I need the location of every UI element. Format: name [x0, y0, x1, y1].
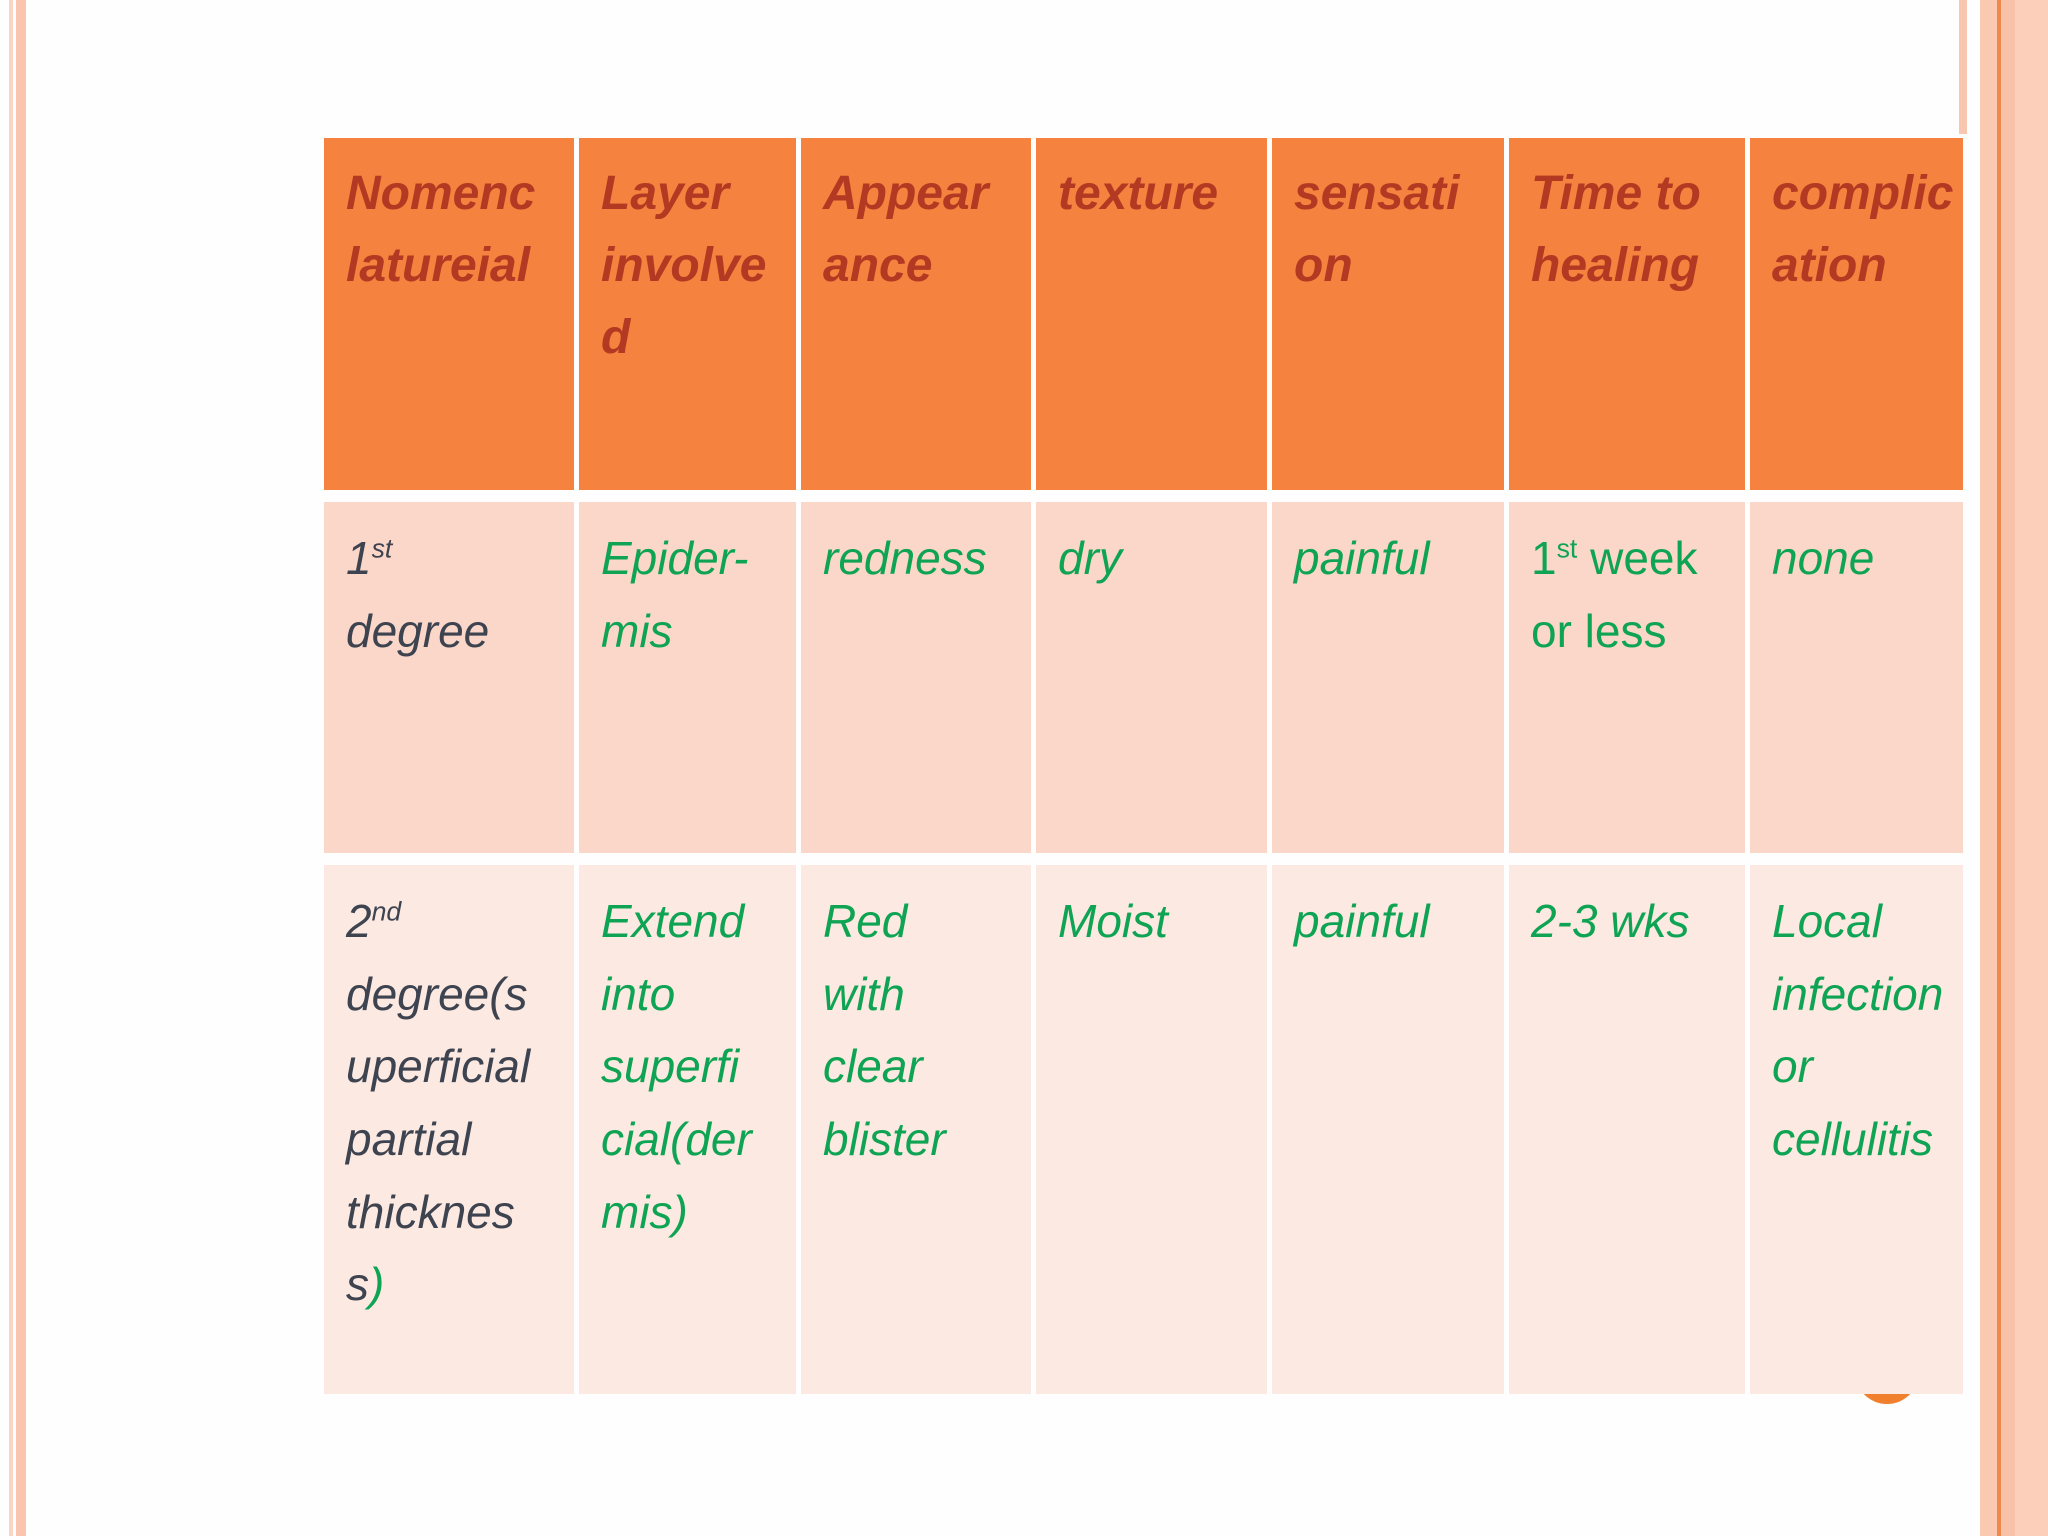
cell-degree1-appearance: redness [801, 502, 1031, 853]
cell-degree2-complication: Local infection or cellulitis [1750, 865, 1963, 1394]
burn-degree-table: Nomenc latureial Layer involve d Appear … [324, 138, 1963, 1394]
cell-degree2-sensation: painful [1272, 865, 1504, 1394]
cell-degree2-layer: Extend into superfi cial(der mis) [579, 865, 796, 1394]
header-cell-time-to-healing: Time to healing [1509, 138, 1745, 490]
cell-degree1-complication: none [1750, 502, 1963, 853]
cell-degree2-nomenclature: 2nd degree(s uperficial partial thicknes… [324, 865, 574, 1394]
cell-degree1-layer: Epider- mis [579, 502, 796, 853]
header-cell-sensation: sensati on [1272, 138, 1504, 490]
top-right-accent-stripe [1959, 0, 1967, 134]
right-border-stripe-middle [2001, 0, 2015, 1536]
header-cell-nomenclature: Nomenc latureial [324, 138, 574, 490]
cell-degree2-texture: Moist [1036, 865, 1267, 1394]
cell-degree1-texture: dry [1036, 502, 1267, 853]
right-border-stripe-inner [1980, 0, 1997, 1536]
cell-degree2-appearance: Red with clear blister [801, 865, 1031, 1394]
header-cell-layer-involved: Layer involve d [579, 138, 796, 490]
header-cell-texture: texture [1036, 138, 1267, 490]
left-border-thin-stripe [9, 0, 13, 1536]
header-cell-complication: complic ation [1750, 138, 1963, 490]
right-border-accent-line [1997, 0, 2001, 1536]
header-cell-appearance: Appear ance [801, 138, 1031, 490]
cell-degree2-healing-time: 2-3 wks [1509, 865, 1745, 1394]
right-border-stripe-outer [2015, 0, 2048, 1536]
cell-degree1-healing-time: 1st week or less [1509, 502, 1745, 853]
left-border-thick-stripe [16, 0, 26, 1536]
cell-degree1-nomenclature: 1st degree [324, 502, 574, 853]
cell-degree1-sensation: painful [1272, 502, 1504, 853]
